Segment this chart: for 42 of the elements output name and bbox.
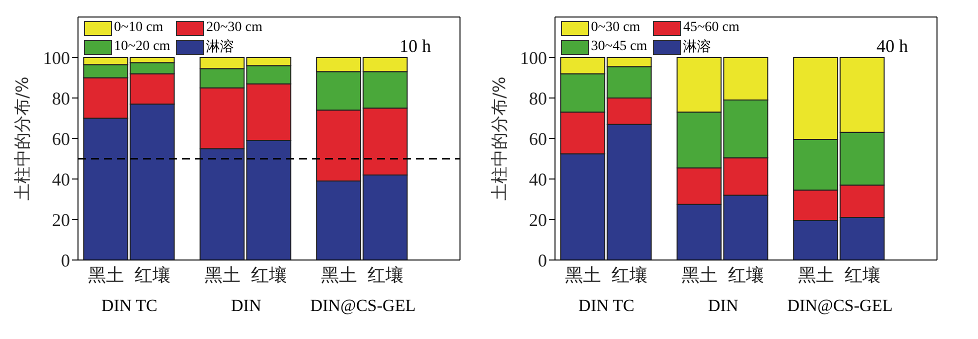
legend-label: 淋溶 [206,38,234,56]
text: DIN [708,296,738,315]
x-tick-label: 黑土 [320,264,357,285]
x-tick-label: 红壤 [728,264,764,285]
text: DIN@CS-GEL [786,296,894,316]
y-tick-label: 80 [52,88,70,108]
text: 40 h [876,36,908,57]
y-tick-label: 40 [529,169,547,190]
y-tick-label: 80 [529,88,547,108]
x-tick-label: 黑土 [564,264,601,285]
y-tick-label: 40 [52,169,70,190]
x-tick-label: 红壤 [612,264,648,285]
x-tick-label: 黑土 [204,264,240,285]
y-tick-label: 60 [52,128,70,149]
x-tick-label: 黑土 [681,264,718,285]
y-tick-label: 0 [61,250,70,270]
x-tick-label: 红壤 [844,264,880,285]
legend-label: 淋溶 [683,38,712,56]
x-tick-label: 黑土 [798,264,834,285]
y-tick-label: 0 [538,250,547,270]
y-tick-label: 20 [52,210,70,230]
x-tick-label: 红壤 [251,264,287,285]
legend-label: 0~30 cm [591,20,640,36]
text: 10 h [400,36,431,57]
legend-label: 30~45 cm [591,39,648,55]
x-tick-label: 红壤 [134,264,171,285]
y-tick-label: 60 [529,128,547,149]
y-tick-label: 100 [43,48,70,68]
y-axis-title: 土柱中的分布/% [490,76,510,200]
x-tick-label: 红壤 [367,264,404,285]
y-tick-label: 20 [529,210,547,230]
legend-label: 20~30 cm [206,20,262,36]
x-tick-label: 黑土 [88,264,124,285]
legend-label: 0~10 cm [114,20,164,36]
text: DIN [231,296,262,315]
legend-label: 45~60 cm [683,20,740,36]
text: DIN@CS-GEL [309,296,417,316]
legend-label: 10~20 cm [114,39,170,55]
text: DIN TC [577,296,636,316]
y-axis-title: 土柱中的分布/% [13,76,34,200]
y-tick-label: 100 [520,48,547,68]
text: DIN TC [100,296,158,316]
